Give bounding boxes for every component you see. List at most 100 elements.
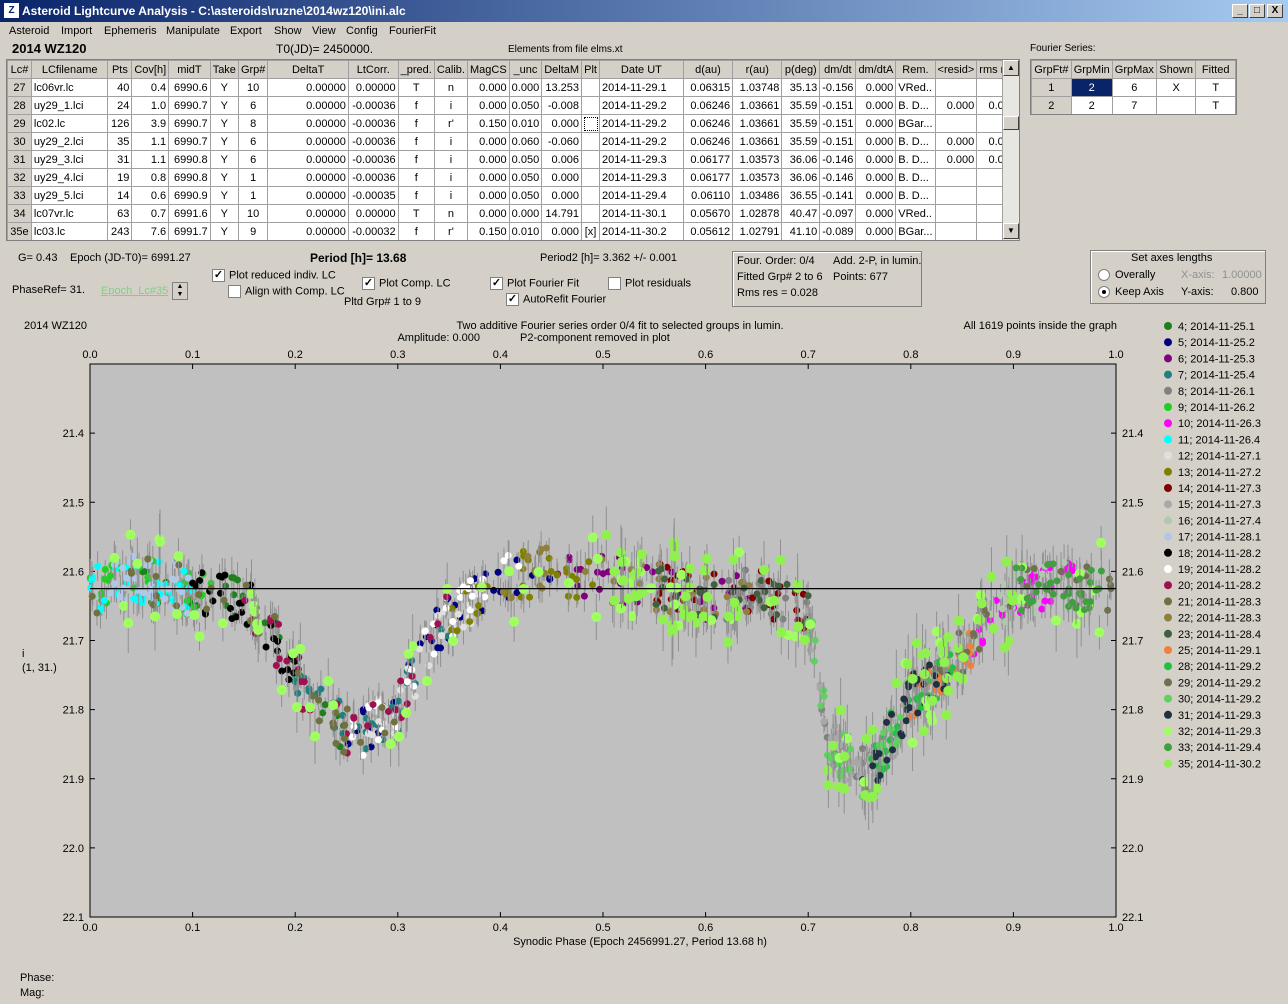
lc-col-header[interactable]: dm/dtA xyxy=(855,60,897,79)
table-cell[interactable]: 14.791 xyxy=(541,204,583,223)
table-cell[interactable] xyxy=(581,186,601,205)
table-cell[interactable]: 0.000 xyxy=(466,96,510,115)
table-cell[interactable]: 30 xyxy=(7,132,32,151)
table-cell[interactable]: 0.000 xyxy=(855,78,897,97)
table-cell[interactable]: 0.010 xyxy=(508,114,543,133)
table-cell[interactable]: f xyxy=(397,186,435,205)
table-cell[interactable]: -0.00036 xyxy=(347,132,399,151)
table-cell[interactable]: 2014-11-30.2 xyxy=(599,222,684,240)
table-cell[interactable]: 0.7 xyxy=(131,204,170,223)
table-cell[interactable]: 0.000 xyxy=(466,186,510,205)
table-cell[interactable]: 6990.7 xyxy=(168,96,211,115)
table-cell[interactable]: 31 xyxy=(7,150,32,169)
lc-col-header[interactable]: midT xyxy=(168,60,211,79)
table-cell[interactable]: 0.000 xyxy=(934,96,978,115)
lc-col-header[interactable]: LCfilename xyxy=(30,60,109,79)
overally-radio[interactable]: Overally xyxy=(1098,269,1155,282)
table-cell[interactable]: 0.06246 xyxy=(682,114,734,133)
fourier-cell[interactable]: 7 xyxy=(1111,96,1157,114)
table-cell[interactable]: 36.55 xyxy=(781,186,821,205)
table-cell[interactable]: 2014-11-29.2 xyxy=(599,96,684,115)
table-cell[interactable]: 1.02878 xyxy=(732,204,783,223)
table-cell[interactable]: 0.000 xyxy=(466,78,510,97)
table-cell[interactable]: 0.06315 xyxy=(682,78,734,97)
epoch-spinner[interactable]: ▲ ▼ xyxy=(172,282,188,300)
table-cell[interactable]: lc02.lc xyxy=(30,114,109,133)
table-cell[interactable]: i xyxy=(433,168,468,187)
table-cell[interactable]: 0.000 xyxy=(508,204,543,223)
scroll-up-icon[interactable]: ▲ xyxy=(1003,60,1019,76)
menu-view[interactable]: View xyxy=(312,25,336,37)
table-cell[interactable]: 6991.6 xyxy=(168,204,211,223)
table-cell[interactable]: -0.156 xyxy=(819,78,857,97)
table-cell[interactable]: 0.000 xyxy=(541,186,583,205)
table-cell[interactable]: 0.06246 xyxy=(682,132,734,151)
table-row[interactable]: 34 lc07vr.lc 63 0.7 6991.6 Y 10 0.00000 0.00000 T… xyxy=(7,204,1019,223)
lc-col-header[interactable]: DeltaM xyxy=(541,60,583,79)
table-cell[interactable]: 0.150 xyxy=(466,222,510,240)
table-cell[interactable]: BGar... xyxy=(895,114,936,133)
lc-col-header[interactable]: Cov[h] xyxy=(131,60,170,79)
menu-fourierfit[interactable]: FourierFit xyxy=(389,25,437,37)
fourier-cell[interactable]: 2 xyxy=(1070,96,1113,114)
table-cell[interactable]: Y xyxy=(209,204,239,223)
table-cell[interactable]: i xyxy=(433,96,468,115)
table-cell[interactable]: 32 xyxy=(7,168,32,187)
table-cell[interactable]: 6990.8 xyxy=(168,168,211,187)
table-cell[interactable]: f xyxy=(397,222,435,240)
table-cell[interactable]: -0.146 xyxy=(819,150,857,169)
table-cell[interactable]: 0.000 xyxy=(855,186,897,205)
table-cell[interactable] xyxy=(934,204,978,223)
table-cell[interactable]: 29 xyxy=(7,114,32,133)
table-cell[interactable]: 36.06 xyxy=(781,150,821,169)
table-cell[interactable]: f xyxy=(397,168,435,187)
table-cell[interactable]: 0.00000 xyxy=(267,222,349,240)
table-cell[interactable]: 0.8 xyxy=(131,168,170,187)
table-cell[interactable]: Y xyxy=(209,222,239,240)
fourier-cell[interactable]: 2 xyxy=(1031,96,1072,114)
table-cell[interactable]: 6990.6 xyxy=(168,78,211,97)
scroll-down-icon[interactable]: ▼ xyxy=(1003,223,1019,239)
table-cell[interactable]: 0.000 xyxy=(934,150,978,169)
table-cell[interactable]: n xyxy=(433,204,468,223)
table-cell[interactable]: 0.00000 xyxy=(267,204,349,223)
lc-table-scrollbar[interactable]: ▲ ▼ xyxy=(1002,60,1019,240)
table-cell[interactable]: -0.00036 xyxy=(347,96,399,115)
lc-col-header[interactable]: _unc xyxy=(508,60,543,79)
table-cell[interactable]: uy29_5.lci xyxy=(30,186,109,205)
table-cell[interactable]: lc03.lc xyxy=(30,222,109,240)
table-cell[interactable]: 1.03661 xyxy=(732,114,783,133)
table-cell[interactable]: 2014-11-29.1 xyxy=(599,78,684,97)
table-cell[interactable]: 35.59 xyxy=(781,96,821,115)
lightcurve-plot[interactable]: 0.0 0.0 0.1 0.1 0.2 0.2 0.3 0.3 0.4 0.4 0.5 0.5 0.6 0… xyxy=(20,314,1268,962)
plot-fourier-checkbox[interactable]: ✓ Plot Fourier Fit xyxy=(490,277,579,290)
table-cell[interactable] xyxy=(581,96,601,115)
table-cell[interactable]: 0.000 xyxy=(934,132,978,151)
lc-col-header[interactable]: DeltaT xyxy=(267,60,349,79)
menu-export[interactable]: Export xyxy=(230,25,262,37)
table-cell[interactable]: B. D... xyxy=(895,150,936,169)
table-row[interactable]: 35e lc03.lc 243 7.6 6991.7 Y 9 0.00000 -0.00032 f… xyxy=(7,222,1019,240)
table-cell[interactable]: 24 xyxy=(107,96,133,115)
autorefit-checkbox[interactable]: ✓ AutoRefit Fourier xyxy=(506,293,606,306)
table-cell[interactable]: -0.00036 xyxy=(347,168,399,187)
table-cell[interactable]: 1.03573 xyxy=(732,150,783,169)
table-cell[interactable]: r' xyxy=(433,114,468,133)
keep-axis-radio[interactable]: Keep Axis xyxy=(1098,286,1164,299)
table-cell[interactable]: 0.050 xyxy=(508,186,543,205)
table-cell[interactable]: 0.000 xyxy=(855,150,897,169)
menu-asteroid[interactable]: Asteroid xyxy=(9,25,50,37)
table-cell[interactable]: 2014-11-29.2 xyxy=(599,114,684,133)
table-cell[interactable]: 40 xyxy=(107,78,133,97)
menu-manipulate[interactable]: Manipulate xyxy=(166,25,220,37)
lc-col-header[interactable]: Take xyxy=(209,60,239,79)
table-cell[interactable]: B. D... xyxy=(895,168,936,187)
table-cell[interactable]: 0.000 xyxy=(855,168,897,187)
table-cell[interactable]: i xyxy=(433,132,468,151)
menu-show[interactable]: Show xyxy=(274,25,302,37)
table-cell[interactable]: 14 xyxy=(107,186,133,205)
table-cell[interactable]: 0.05670 xyxy=(682,204,734,223)
table-cell[interactable]: -0.00036 xyxy=(347,114,399,133)
